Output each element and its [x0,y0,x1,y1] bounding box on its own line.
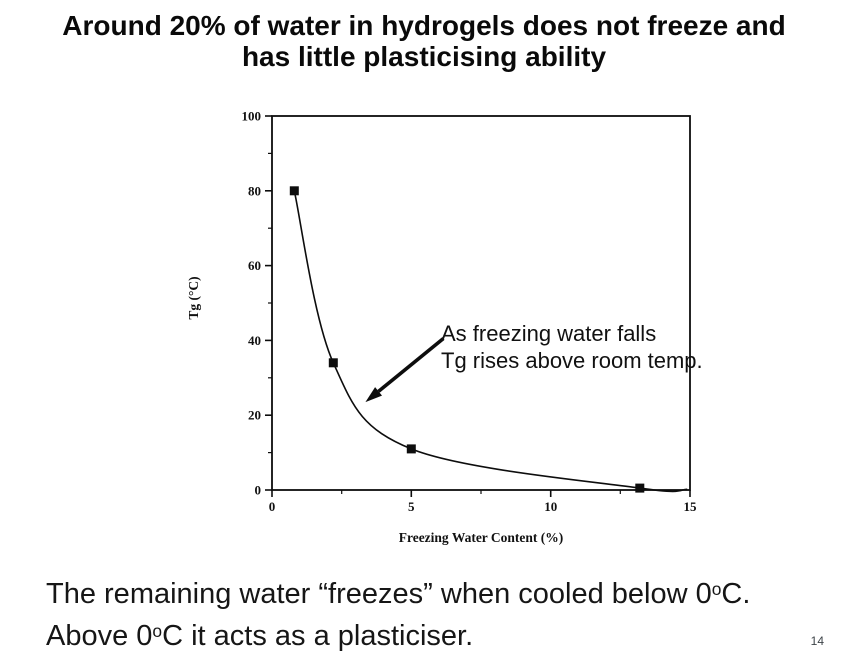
y-tick-label: 60 [248,258,261,273]
y-tick-label: 0 [255,483,262,498]
superscript-o: o [152,620,163,641]
chart-annotation-line-2: Tg rises above room temp. [441,348,703,373]
body-text-line: The remaining water “freezes” when coole… [46,571,750,613]
text-segment: C it acts as a plasticiser. [162,619,474,652]
y-tick-label: 100 [242,109,262,124]
body-text: The remaining water “freezes” when coole… [46,571,750,655]
body-text-line: Above 0oC it acts as a plasticiser. [46,613,750,655]
text-segment: C. [721,577,751,610]
x-tick-label: 15 [684,499,698,514]
superscript-o: o [711,579,722,599]
y-axis-label: Tg (°C) [186,276,201,319]
slide-title-line-2: has little plasticising ability [241,41,607,72]
plot-frame [271,115,691,491]
x-tick-label: 5 [408,499,415,514]
annotation-arrow-head [365,387,382,403]
y-tick-label: 20 [248,408,261,423]
chart-annotation: As freezing water falls Tg rises above r… [441,320,703,374]
data-point-marker [635,483,645,493]
x-tick-label: 0 [269,499,276,514]
x-tick-label: 10 [544,499,557,514]
slide-title-line-1: Around 20% of water in hydrogels does no… [62,10,786,41]
page-number: 14 [810,634,824,648]
chart-annotation-line-1: As freezing water falls [441,321,657,346]
data-point-marker [328,358,338,368]
data-point-marker [406,444,416,454]
text-segment: Above 0 [46,619,153,652]
data-point-marker [289,186,299,196]
y-tick-label: 80 [248,183,261,198]
y-tick-label: 40 [248,333,261,348]
x-axis-label: Freezing Water Content (%) [399,530,564,545]
text-segment: The remaining water “freezes” when coole… [46,577,712,610]
annotation-arrow-shaft [377,337,445,393]
slide-title: Around 20% of water in hydrogels does no… [0,10,848,72]
